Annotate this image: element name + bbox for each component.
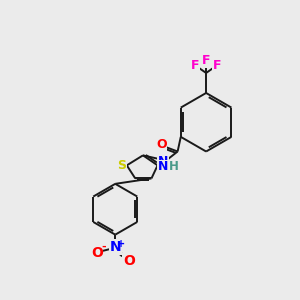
Text: O: O: [91, 246, 103, 260]
Text: S: S: [117, 159, 126, 172]
Text: N: N: [158, 160, 168, 173]
Text: F: F: [202, 54, 210, 67]
Text: O: O: [156, 138, 167, 151]
Text: +: +: [117, 239, 125, 249]
Text: F: F: [191, 59, 200, 72]
Text: F: F: [213, 59, 221, 72]
Text: O: O: [123, 254, 135, 268]
Text: H: H: [169, 160, 179, 173]
Text: -: -: [101, 242, 106, 252]
Text: N: N: [110, 240, 121, 254]
Text: N: N: [158, 155, 168, 168]
